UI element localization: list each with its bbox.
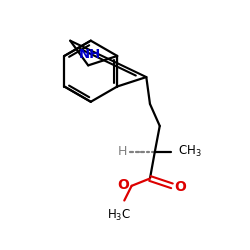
Text: O: O xyxy=(174,180,186,194)
Text: NH: NH xyxy=(79,48,101,61)
Text: O: O xyxy=(117,178,129,192)
Text: H: H xyxy=(117,145,127,158)
Text: CH$_3$: CH$_3$ xyxy=(178,144,202,159)
Text: H$_3$C: H$_3$C xyxy=(107,208,132,223)
